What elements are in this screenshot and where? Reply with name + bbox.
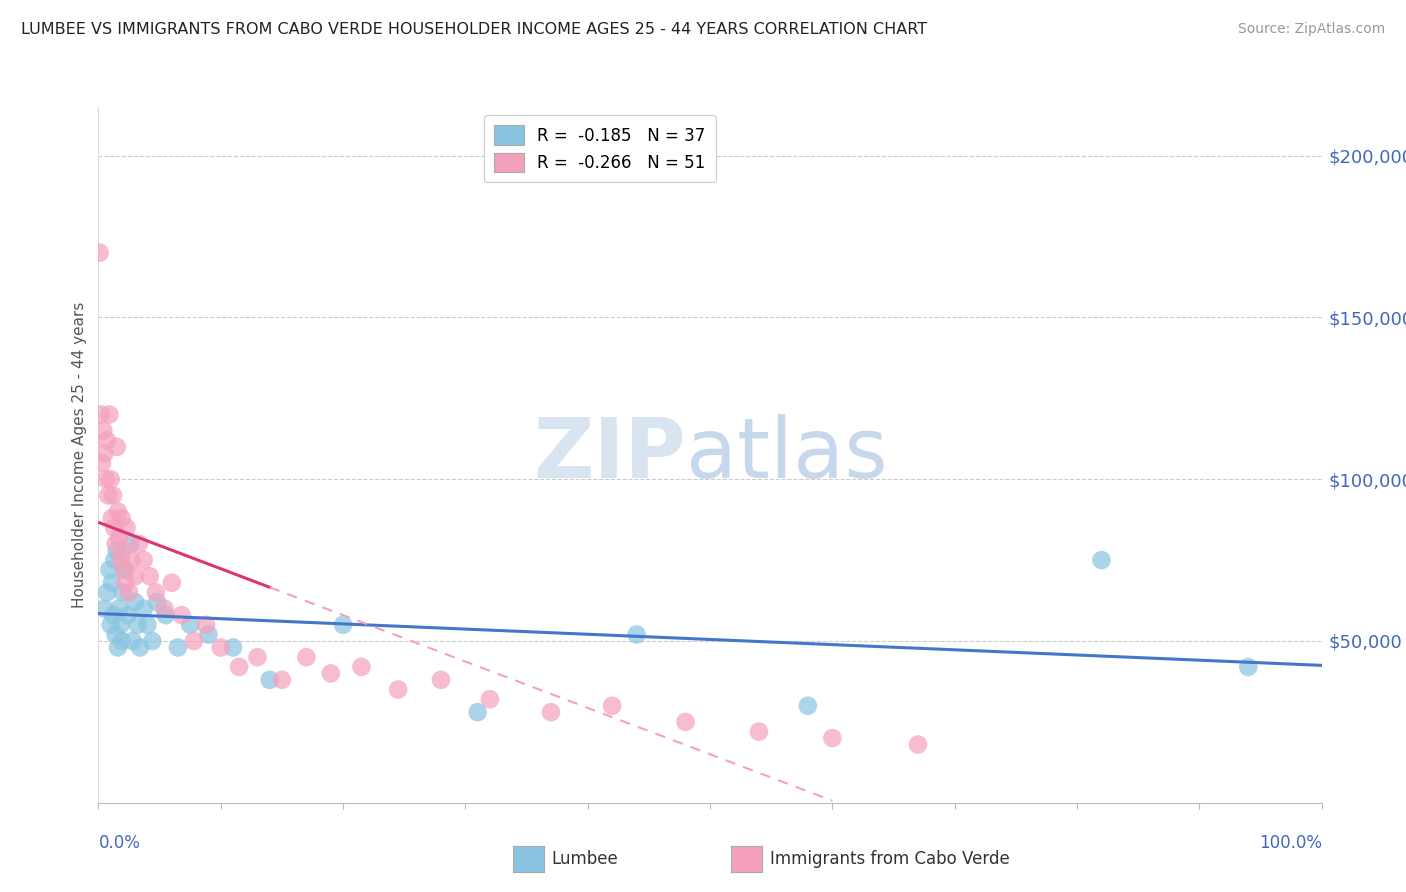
Point xyxy=(1237,660,1260,674)
Point xyxy=(319,666,342,681)
Point xyxy=(104,537,127,551)
Point xyxy=(111,585,134,599)
Point xyxy=(1090,553,1112,567)
Point xyxy=(98,563,121,577)
Point xyxy=(114,563,136,577)
Point xyxy=(170,608,193,623)
Point xyxy=(197,627,219,641)
Point xyxy=(467,705,489,719)
Point xyxy=(797,698,820,713)
Point xyxy=(91,424,114,438)
Point xyxy=(100,472,122,486)
Point xyxy=(96,434,118,448)
Point xyxy=(115,521,138,535)
Point xyxy=(110,553,132,567)
Text: Lumbee: Lumbee xyxy=(551,850,617,868)
Point xyxy=(145,585,167,599)
Point xyxy=(748,724,770,739)
Point xyxy=(907,738,929,752)
Point xyxy=(118,585,141,599)
Point xyxy=(259,673,281,687)
Point xyxy=(153,601,176,615)
Point xyxy=(91,456,114,470)
Point xyxy=(132,601,155,615)
Point xyxy=(103,521,125,535)
Point xyxy=(387,682,409,697)
Point xyxy=(124,569,146,583)
Point xyxy=(90,408,112,422)
Point xyxy=(430,673,453,687)
Point xyxy=(111,543,134,558)
Y-axis label: Householder Income Ages 25 - 44 years: Householder Income Ages 25 - 44 years xyxy=(72,301,87,608)
Point xyxy=(270,673,294,687)
Point xyxy=(121,634,143,648)
Point xyxy=(120,553,142,567)
Point xyxy=(111,634,134,648)
Point xyxy=(89,245,111,260)
Point xyxy=(110,617,132,632)
Point xyxy=(540,705,562,719)
Point xyxy=(478,692,501,706)
Point xyxy=(155,608,177,623)
Text: 0.0%: 0.0% xyxy=(98,834,141,852)
Point xyxy=(107,504,129,518)
Point xyxy=(209,640,232,655)
Point xyxy=(350,660,373,674)
Text: atlas: atlas xyxy=(686,415,887,495)
Point xyxy=(295,650,318,665)
Point xyxy=(675,714,697,729)
Point xyxy=(101,575,124,590)
Point xyxy=(222,640,245,655)
Point xyxy=(114,575,136,590)
Point xyxy=(120,537,142,551)
Point xyxy=(101,488,124,502)
Point xyxy=(136,617,159,632)
Point xyxy=(108,601,131,615)
Text: 100.0%: 100.0% xyxy=(1258,834,1322,852)
Point xyxy=(103,553,125,567)
Point xyxy=(96,585,118,599)
Point xyxy=(117,608,139,623)
Point xyxy=(139,569,162,583)
Point xyxy=(179,617,201,632)
Legend: R =  -0.185   N = 37, R =  -0.266   N = 51: R = -0.185 N = 37, R = -0.266 N = 51 xyxy=(484,115,716,182)
Point xyxy=(93,446,115,460)
Point xyxy=(111,511,134,525)
Point xyxy=(600,698,623,713)
Text: Immigrants from Cabo Verde: Immigrants from Cabo Verde xyxy=(770,850,1011,868)
Point xyxy=(195,617,218,632)
Point xyxy=(108,531,131,545)
Point xyxy=(246,650,269,665)
Point xyxy=(160,575,183,590)
Point xyxy=(93,601,115,615)
Point xyxy=(98,408,121,422)
Point xyxy=(101,511,124,525)
Text: ZIP: ZIP xyxy=(533,415,686,495)
Point xyxy=(332,617,354,632)
Point xyxy=(97,488,120,502)
Point xyxy=(104,627,127,641)
Point xyxy=(112,563,135,577)
Point xyxy=(127,617,149,632)
Text: LUMBEE VS IMMIGRANTS FROM CABO VERDE HOUSEHOLDER INCOME AGES 25 - 44 YEARS CORRE: LUMBEE VS IMMIGRANTS FROM CABO VERDE HOU… xyxy=(21,22,927,37)
Point xyxy=(129,640,152,655)
Point xyxy=(228,660,250,674)
Point xyxy=(821,731,844,745)
Point xyxy=(94,472,117,486)
Point xyxy=(101,608,124,623)
Point xyxy=(128,537,150,551)
Point xyxy=(105,543,128,558)
Point xyxy=(141,634,163,648)
Text: Source: ZipAtlas.com: Source: ZipAtlas.com xyxy=(1237,22,1385,37)
Point xyxy=(132,553,155,567)
Point xyxy=(124,595,146,609)
Point xyxy=(100,617,122,632)
Point xyxy=(146,595,169,609)
Point xyxy=(105,440,128,454)
Point xyxy=(183,634,205,648)
Point xyxy=(107,640,129,655)
Point xyxy=(626,627,648,641)
Point xyxy=(167,640,190,655)
